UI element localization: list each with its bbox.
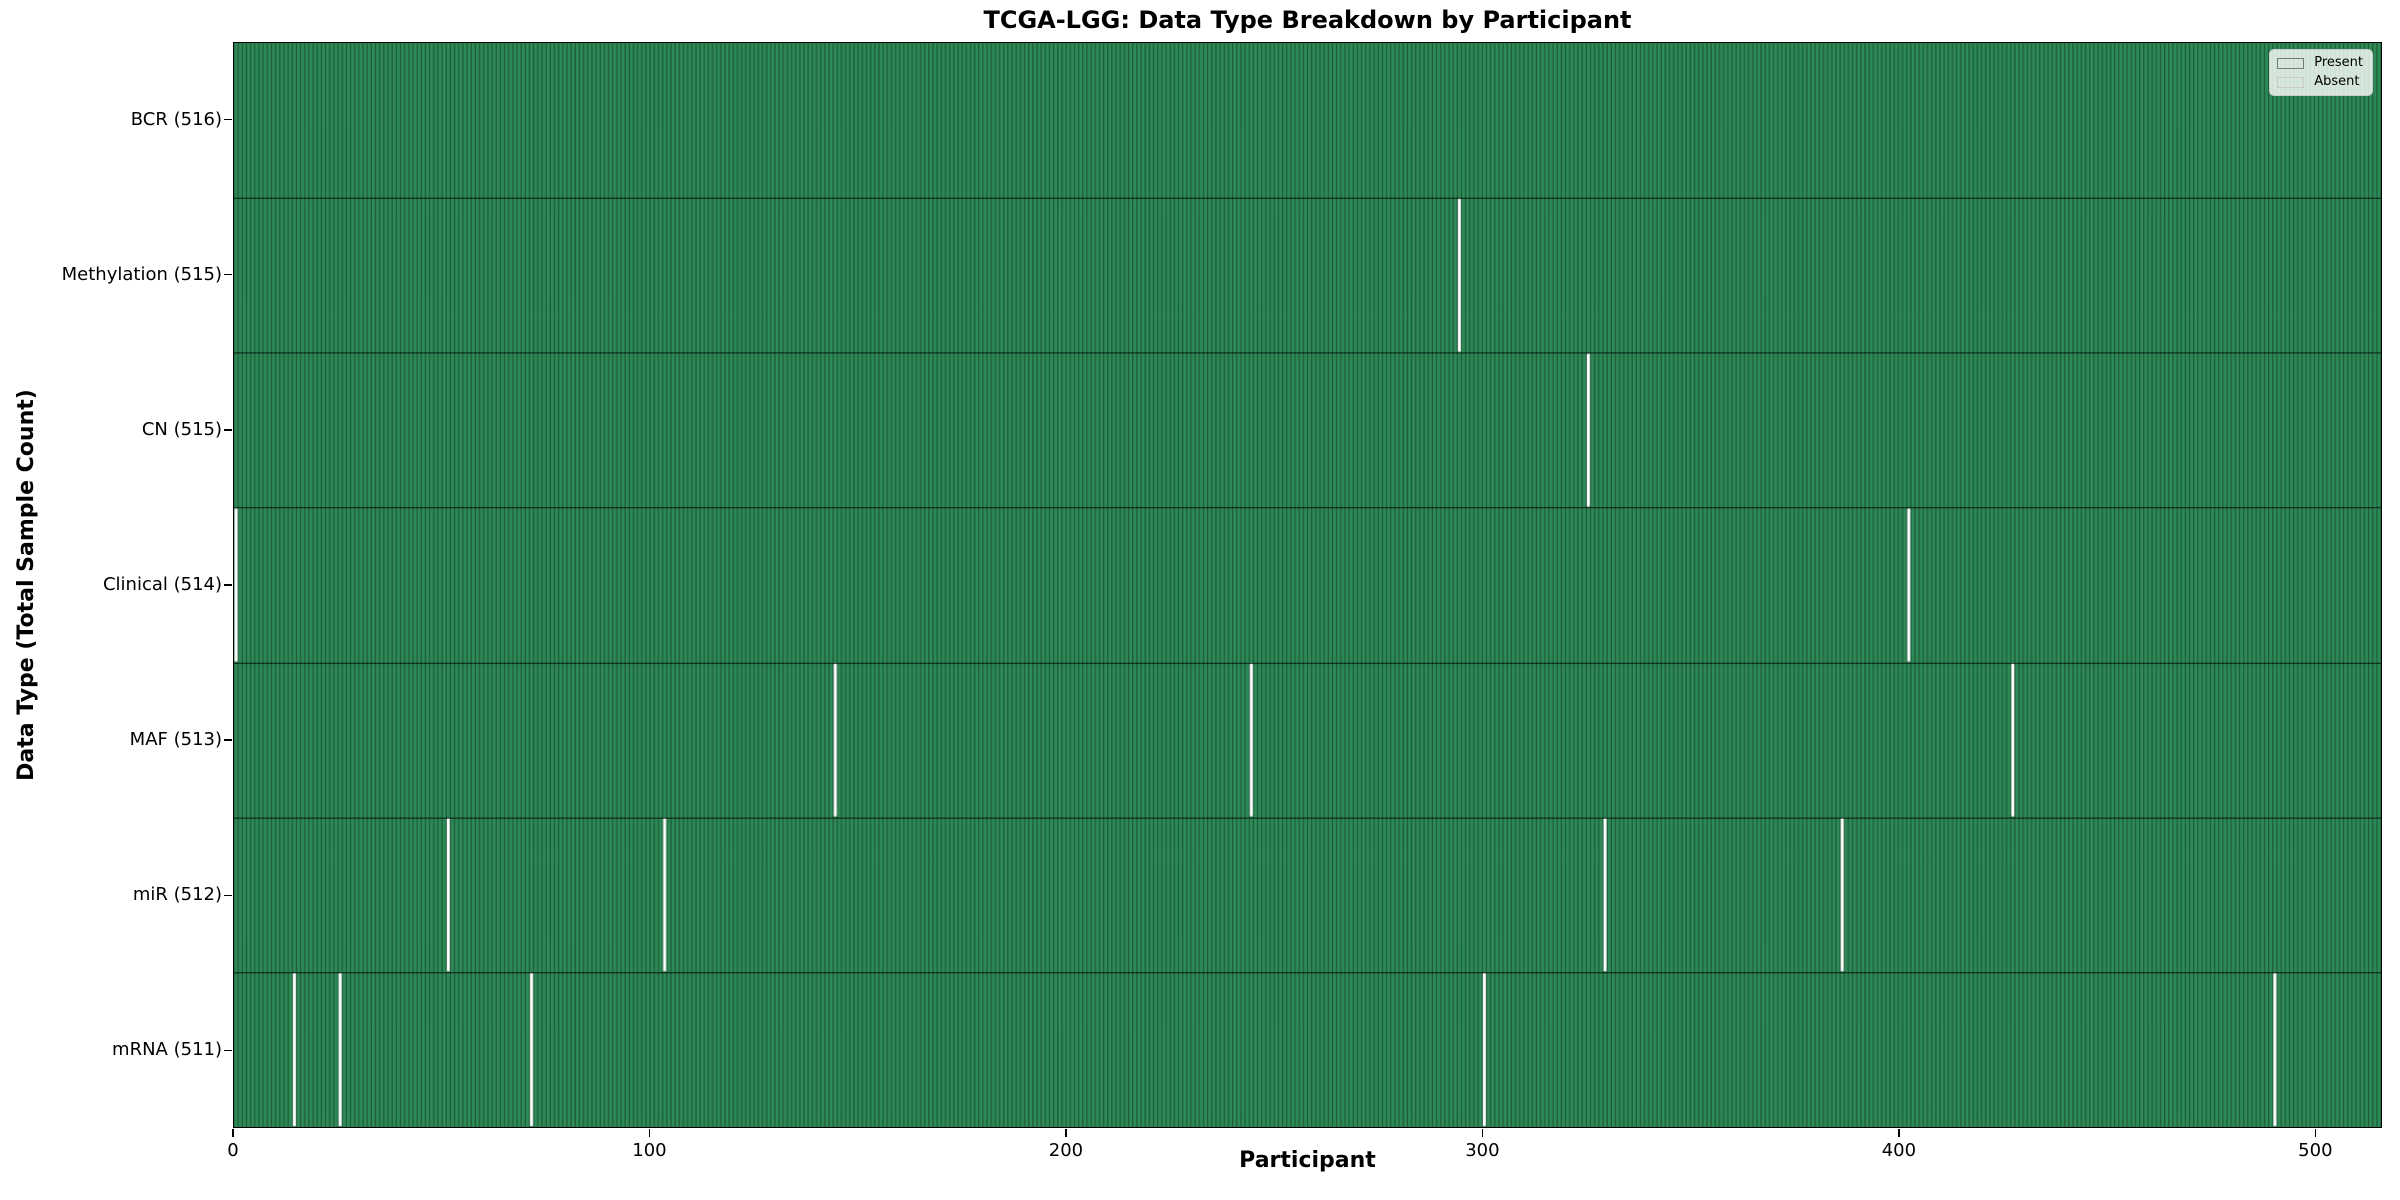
- legend-swatch-absent-icon: [2277, 76, 2305, 88]
- y-tick-mark: [224, 429, 232, 431]
- y-tick-mark: [224, 894, 232, 897]
- legend-label-absent: Absent: [2314, 74, 2360, 89]
- chart-title: TCGA-LGG: Data Type Breakdown by Partici…: [983, 6, 1632, 34]
- legend-item-present: Present: [2277, 56, 2363, 70]
- y-axis-label: Data Type (Total Sample Count): [14, 389, 39, 781]
- x-tick-mark: [2314, 1129, 2317, 1137]
- y-tick-mark: [224, 1049, 232, 1052]
- y-tick-mark: [224, 584, 232, 586]
- x-tick-mark: [232, 1129, 234, 1137]
- x-tick-mark: [1898, 1129, 1900, 1137]
- presence-chart-canvas: [234, 43, 2381, 1127]
- y-tick-label: Methylation (515): [61, 263, 222, 285]
- y-tick-mark: [224, 739, 232, 741]
- legend-label-present: Present: [2314, 55, 2363, 70]
- y-tick-mark: [224, 273, 232, 276]
- y-tick-mark: [224, 118, 232, 121]
- legend-swatch-present-icon: [2277, 57, 2305, 69]
- y-tick-label: miR (512): [132, 884, 222, 906]
- y-tick-label: mRNA (511): [112, 1039, 222, 1061]
- y-tick-label: BCR (516): [130, 108, 222, 130]
- x-axis-label: Participant: [1239, 1148, 1376, 1173]
- x-tick-mark: [1481, 1129, 1484, 1137]
- legend-item-absent: Absent: [2277, 75, 2363, 89]
- plot-area: Present Absent: [233, 42, 2382, 1128]
- x-tick-mark: [1065, 1129, 1067, 1137]
- x-tick-mark: [648, 1129, 651, 1137]
- legend: Present Absent: [2269, 49, 2373, 96]
